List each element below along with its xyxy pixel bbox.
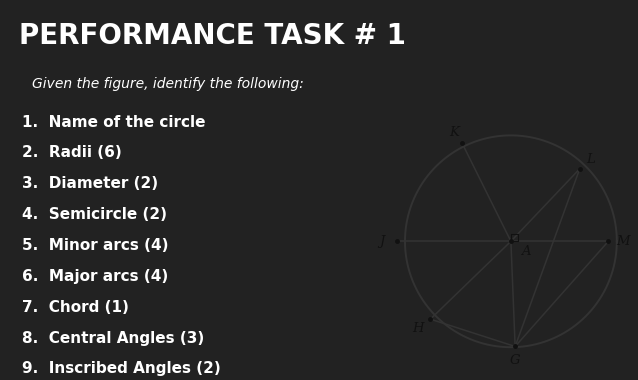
- Text: 2.  Radii (6): 2. Radii (6): [22, 146, 122, 160]
- Text: H: H: [412, 321, 424, 335]
- Text: Given the figure, identify the following:: Given the figure, identify the following…: [32, 77, 304, 91]
- Text: M: M: [616, 235, 630, 248]
- Text: 4.  Semicircle (2): 4. Semicircle (2): [22, 207, 167, 222]
- Text: A: A: [521, 245, 531, 258]
- Text: L: L: [586, 153, 595, 166]
- Text: PERFORMANCE TASK # 1: PERFORMANCE TASK # 1: [19, 22, 406, 50]
- Text: 1.  Name of the circle: 1. Name of the circle: [22, 114, 205, 130]
- Polygon shape: [115, 99, 179, 129]
- Text: 8.  Central Angles (3): 8. Central Angles (3): [22, 331, 204, 345]
- Text: 7.  Chord (1): 7. Chord (1): [22, 300, 129, 315]
- Text: J: J: [379, 235, 384, 248]
- Text: 5.  Minor arcs (4): 5. Minor arcs (4): [22, 238, 168, 253]
- Text: G: G: [510, 355, 521, 367]
- Text: 6.  Major arcs (4): 6. Major arcs (4): [22, 269, 168, 284]
- Text: K: K: [449, 126, 459, 139]
- Text: 9.  Inscribed Angles (2): 9. Inscribed Angles (2): [22, 361, 221, 377]
- Text: 3.  Diameter (2): 3. Diameter (2): [22, 176, 158, 191]
